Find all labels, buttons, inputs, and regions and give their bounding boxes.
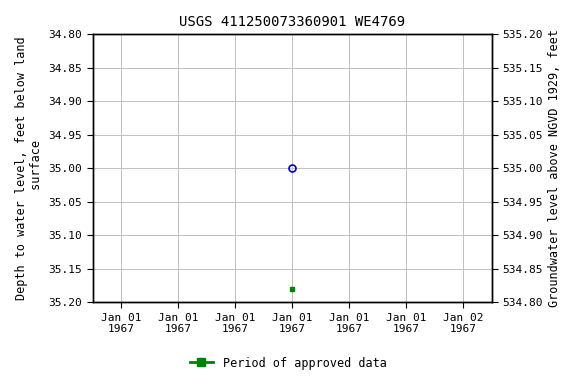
Y-axis label: Depth to water level, feet below land
 surface: Depth to water level, feet below land su…	[15, 36, 43, 300]
Title: USGS 411250073360901 WE4769: USGS 411250073360901 WE4769	[179, 15, 405, 29]
Y-axis label: Groundwater level above NGVD 1929, feet: Groundwater level above NGVD 1929, feet	[548, 30, 561, 307]
Legend: Period of approved data: Period of approved data	[185, 352, 391, 374]
